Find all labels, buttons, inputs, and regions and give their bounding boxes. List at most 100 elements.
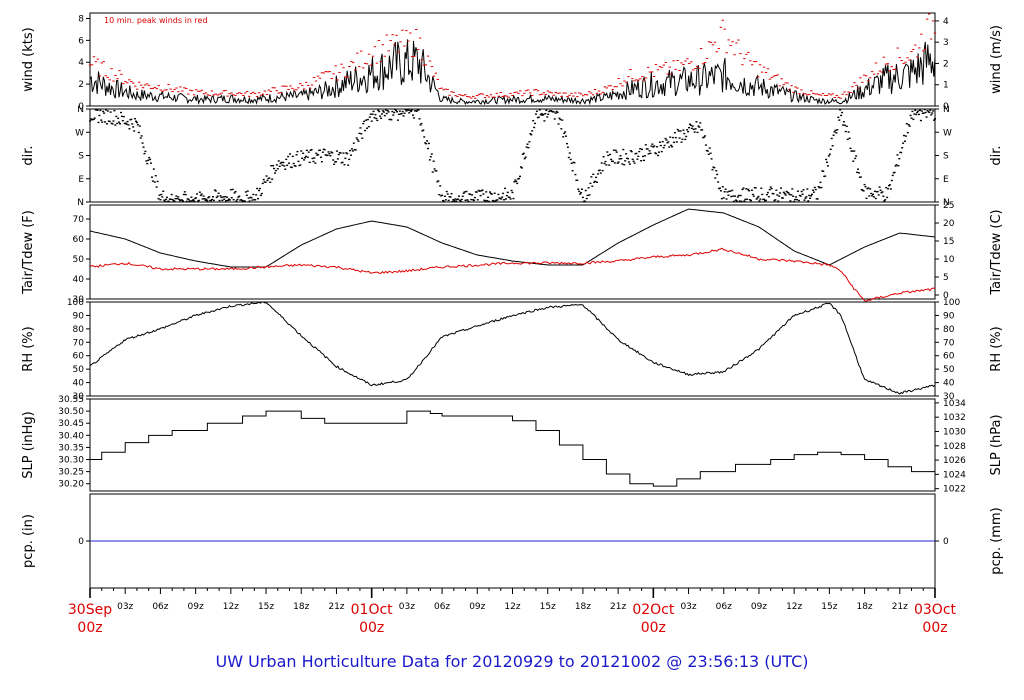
tick-label-right: 1032 (943, 413, 966, 423)
ylabel-left: Tair/Tdew (F) (21, 210, 36, 295)
tick-label-right: 1028 (943, 442, 966, 452)
tick-label-left: 30 (73, 295, 85, 305)
panel-frame (89, 12, 936, 107)
ylabel-right: pcp. (mm) (989, 507, 1004, 574)
tick-label-right: 25 (943, 201, 954, 211)
ylabel-left: SLP (inHg) (21, 411, 36, 479)
tick-label-left: 40 (73, 379, 85, 389)
x-day-sub-label: 00z (922, 620, 947, 636)
tick-label-left: 60 (73, 235, 85, 245)
tick-label-left: 0 (78, 537, 84, 547)
tick-label-left: 8 (78, 14, 84, 24)
tick-label-left: 30.40 (58, 431, 84, 441)
panel-pcp: pcp. (in) pcp. (mm) 0 0 (21, 493, 1004, 589)
tick-label-left: 40 (73, 275, 85, 285)
x-day-sub-label: 00z (77, 620, 102, 636)
tick-label-right: 30 (943, 392, 955, 402)
x-hour-label: 03z (117, 602, 133, 612)
ylabel-left: wind (kts) (21, 27, 36, 91)
tick-label-left: 30.45 (58, 419, 84, 429)
tick-label-right: 15 (943, 237, 954, 247)
tick-label-right: 90 (943, 311, 955, 321)
tair-series (89, 208, 936, 268)
panel-slp: SLP (inHg) SLP (hPa) 30.20 30.25 30.30 30.35 3… (21, 395, 1004, 495)
tick-label-right: 2 (943, 59, 949, 69)
x-hour-label: 06z (152, 602, 168, 612)
tick-label-left: 100 (67, 298, 84, 308)
ylabel-left: pcp. (in) (21, 514, 36, 568)
x-axis: 03z 06z 09z 12z 15z 18z 21z 03z 06z 09z 12z 15z 18z 2… (68, 588, 957, 636)
tick-label-right: 50 (943, 365, 955, 375)
tick-label-left: E (78, 175, 84, 185)
tick-label-right: 60 (943, 352, 955, 362)
tick-label-right: 70 (943, 338, 955, 348)
tick-label-right: 5 (943, 273, 949, 283)
x-hour-label: 06z (716, 602, 732, 612)
tick-label-right: 3 (943, 38, 949, 48)
tick-label-left: 80 (73, 325, 85, 335)
x-hour-label: 15z (258, 602, 274, 612)
tdew-series (89, 247, 936, 303)
x-day-label: 03Oct (914, 602, 957, 618)
panel-frame (89, 301, 936, 397)
x-hour-label: 15z (821, 602, 837, 612)
tick-label-right: 40 (943, 379, 955, 389)
tick-label-right: 4 (943, 17, 949, 27)
x-hour-label: 15z (540, 602, 556, 612)
ylabel-right: SLP (hPa) (989, 414, 1004, 475)
rh-series (89, 301, 936, 395)
x-hour-label: 18z (293, 602, 309, 612)
ylabel-right: RH (%) (989, 326, 1004, 371)
tick-label-left: 50 (73, 365, 85, 375)
tick-label-left: N (77, 198, 84, 208)
x-hour-label: 09z (469, 602, 485, 612)
tick-label-right: 20 (943, 219, 955, 229)
tick-label-left: 0 (78, 102, 84, 112)
tick-label-left: W (75, 128, 84, 138)
tick-label-left: 30.30 (58, 456, 84, 466)
x-hour-label: 12z (223, 602, 239, 612)
x-hour-label: 06z (434, 602, 450, 612)
tick-label-right: 1024 (943, 470, 966, 480)
tick-label-left: 60 (73, 352, 85, 362)
tick-label-right: 1 (943, 81, 949, 91)
peak-annotation: 10 min. peak winds in red (104, 16, 208, 25)
panel-rh: RH (%) RH (%) 30 30 40 40 50 50 60 60 70 70 80 80 90 90… (21, 298, 1004, 402)
x-day-sub-label: 00z (359, 620, 384, 636)
panel-frame (89, 108, 936, 203)
x-hour-label: 21z (328, 602, 344, 612)
tick-label-right: E (943, 175, 949, 185)
x-hour-label: 09z (188, 602, 204, 612)
panel-frame (89, 204, 936, 300)
x-hour-label: 18z (856, 602, 872, 612)
x-hour-label: 03z (680, 602, 696, 612)
tick-label-left: 2 (78, 80, 84, 90)
tick-label-left: S (78, 152, 84, 162)
tick-label-left: 30.50 (58, 407, 84, 417)
tick-label-right: 100 (943, 298, 960, 308)
tick-label-right: 1022 (943, 485, 966, 495)
x-day-label: 02Oct (632, 602, 675, 618)
tick-label-left: 4 (78, 58, 84, 68)
ylabel-left: RH (%) (21, 326, 36, 371)
x-hour-label: 03z (399, 602, 415, 612)
tick-label-left: 30.25 (58, 468, 84, 478)
panel-temperature: Tair/Tdew (F) Tair/Tdew (C) 30 40 50 60 70 0 5 10… (21, 201, 1004, 305)
x-hour-label: 09z (751, 602, 767, 612)
panel-wind: wind (kts) wind (m/s) 0 2 4 6 8 0 1 2 3 4 10 min. pe… (21, 12, 1004, 112)
tick-label-left: 70 (73, 338, 85, 348)
tick-label-left: 6 (78, 36, 84, 46)
x-day-label: 30Sep (68, 602, 112, 618)
tick-label-left: 30.55 (58, 395, 84, 405)
tick-label-right: N (943, 198, 950, 208)
x-day-sub-label: 00z (641, 620, 666, 636)
tick-label-right: 1034 (943, 399, 966, 409)
tick-label-right: 0 (943, 102, 949, 112)
x-hour-label: 12z (504, 602, 520, 612)
x-hour-label: 21z (892, 602, 908, 612)
tick-label-left: 90 (73, 311, 85, 321)
tick-label-right: 0 (943, 537, 949, 547)
panel-dir: dir. dir. N N E E S S W W N N (21, 105, 1004, 208)
tick-label-left: 30.20 (58, 480, 84, 490)
